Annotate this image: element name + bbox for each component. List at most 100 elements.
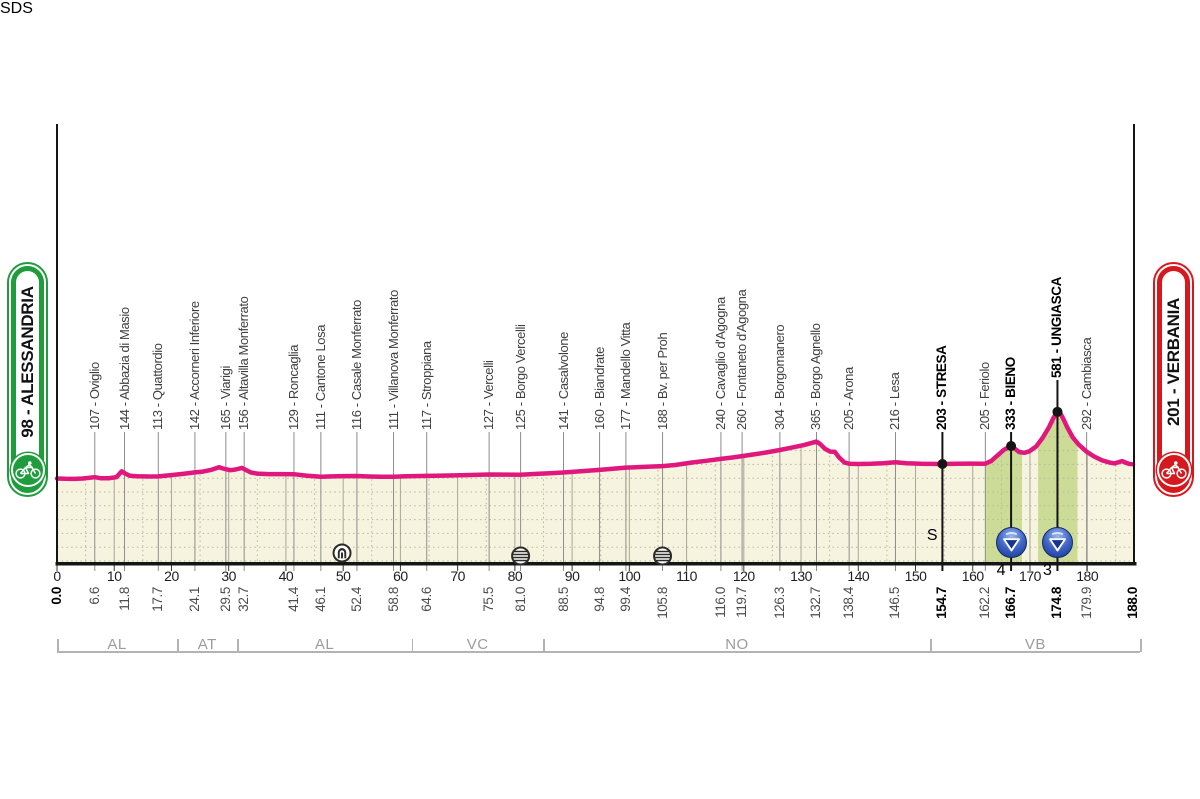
km-ruler-number: 100 — [618, 568, 641, 584]
km-distance-label: 58.8 — [385, 587, 401, 612]
province-separator — [411, 639, 414, 652]
km-ruler-number: 160 — [961, 568, 984, 584]
km-ruler-number: 120 — [732, 568, 755, 584]
location-label: 116 - Casale Monferrato — [348, 299, 364, 430]
km-ruler-number: 60 — [393, 568, 408, 584]
location-label: 127 - Vercelli — [481, 360, 497, 430]
km-distance-label: 126.3 — [771, 587, 787, 619]
km-distance-label: 132.7 — [808, 587, 824, 619]
km-distance-label: 138.4 — [841, 587, 857, 619]
km-ruler-number: 70 — [450, 568, 465, 584]
x-axis — [55, 562, 1137, 566]
profile-line — [54, 409, 1136, 482]
km-distance-label: 11.8 — [116, 587, 132, 611]
location-label: 365 - Borgo Agnello — [808, 323, 824, 430]
km-ruler-number: 150 — [904, 568, 927, 584]
km-distance-label: 0.0 — [49, 587, 64, 605]
km-distance-label: 41.4 — [285, 587, 301, 612]
location-label: 113 - Quattordio — [150, 343, 166, 430]
province-separator — [930, 639, 932, 652]
km-distance-label: 17.7 — [150, 587, 166, 612]
kom-category-number: 3 — [1042, 562, 1052, 579]
km-distance-label: 154.7 — [934, 587, 950, 619]
km-distance-label: 29.5 — [217, 587, 233, 612]
location-label: 160 - Biandrate — [591, 347, 607, 430]
km-ruler-number: 110 — [676, 568, 697, 584]
km-distance-label: 88.5 — [555, 587, 571, 612]
location-label: 205 - Arona — [841, 367, 857, 430]
km-distance-label: 174.8 — [1049, 587, 1065, 619]
province-separator — [1140, 639, 1142, 652]
km-distance-label: 52.4 — [348, 587, 364, 612]
location-label: 111 - Villanova Monferrato — [385, 290, 401, 430]
km-distance-label: 105.8 — [654, 587, 670, 619]
summit-dot — [1052, 406, 1063, 417]
province-label: AL — [314, 636, 335, 653]
elevation-area — [57, 411, 1133, 563]
start-badge: 98 - ALESSANDRIA — [7, 262, 48, 497]
km-distance-label: 64.6 — [418, 587, 434, 612]
location-label: 141 - Casalvolone — [555, 332, 571, 430]
cyclist-glyph — [1160, 461, 1187, 479]
km-ruler-number: 30 — [221, 568, 236, 584]
location-label: 333 - BIENO — [1003, 357, 1019, 430]
km-distance-label: 188.0 — [1125, 587, 1140, 619]
location-label: 111 - Cantone Losa — [312, 324, 328, 430]
km-distance-label: 99.4 — [617, 587, 633, 612]
km-ruler-number: 20 — [164, 568, 179, 584]
location-label: 304 - Borgomanero — [771, 324, 787, 430]
province-label: AL — [107, 636, 127, 653]
km-ruler-number: 140 — [847, 568, 870, 584]
km-ruler-number: 180 — [1076, 568, 1099, 584]
km-ruler-number: 40 — [278, 568, 294, 584]
km-distance-label: 94.8 — [591, 587, 607, 612]
finish-badge: 201 - VERBANIA — [1153, 262, 1194, 497]
km-distance-label: 24.1 — [186, 587, 202, 612]
km-distance-label: 81.0 — [512, 587, 528, 612]
province-separator — [543, 639, 545, 652]
summit-dot — [937, 458, 948, 469]
location-label: 165 - Viarigi — [217, 366, 233, 430]
kom-category-badge: 4 — [995, 527, 1027, 579]
location-label: 125 - Borgo Vercelli — [512, 324, 528, 430]
province-separator — [57, 639, 59, 652]
location-label: 216 - Lesa — [887, 372, 903, 430]
location-label: 142 - Accorneri Inferiore — [186, 301, 202, 430]
province-label: VB — [1024, 636, 1046, 653]
kom-chevron-icon — [1049, 532, 1066, 552]
km-ruler-number: 130 — [790, 568, 812, 584]
finish-badge-frame: 201 - VERBANIA — [1156, 266, 1191, 493]
province-label: AT — [197, 636, 217, 653]
km-distance-label: 162.2 — [977, 587, 993, 619]
location-label: 188 - Bv. per Proh — [654, 332, 670, 430]
province-bracket-line — [57, 651, 1141, 653]
km-distance-label: 46.1 — [312, 587, 328, 612]
km-distance-label: 146.5 — [887, 587, 903, 619]
level-crossing-icon — [511, 546, 531, 566]
km-distance-label: 32.7 — [236, 587, 252, 612]
km-distance-label: 116.0 — [712, 587, 728, 618]
summit-dot — [1006, 441, 1017, 452]
province-separator — [237, 639, 239, 652]
sds-watermark: SDS — [0, 0, 33, 17]
km-ruler-number: 90 — [564, 568, 580, 584]
km-ruler-number: 50 — [335, 568, 351, 584]
location-label: 205 - Feriolo — [977, 362, 993, 430]
km-distance-label: 6.6 — [86, 587, 102, 605]
km-ruler-number: 170 — [1019, 568, 1041, 584]
kom-category-number: 4 — [996, 562, 1006, 579]
km-ruler-number: 0 — [53, 568, 61, 584]
location-label: 260 - Fontaneto d'Agogna — [734, 289, 750, 430]
location-label: 581 - UNGIASCA — [1049, 277, 1065, 378]
location-label: 144 - Abbazia di Masio — [116, 307, 132, 430]
sprint-letter: S — [926, 527, 938, 544]
km-distance-label: 166.7 — [1003, 587, 1019, 619]
km-distance-label: 75.5 — [481, 587, 497, 612]
level-crossing-icon — [653, 546, 673, 566]
cyclist-icon — [10, 453, 45, 487]
km-distance-label: 179.9 — [1078, 587, 1094, 619]
location-label: 177 - Mandello Vitta — [617, 322, 633, 430]
